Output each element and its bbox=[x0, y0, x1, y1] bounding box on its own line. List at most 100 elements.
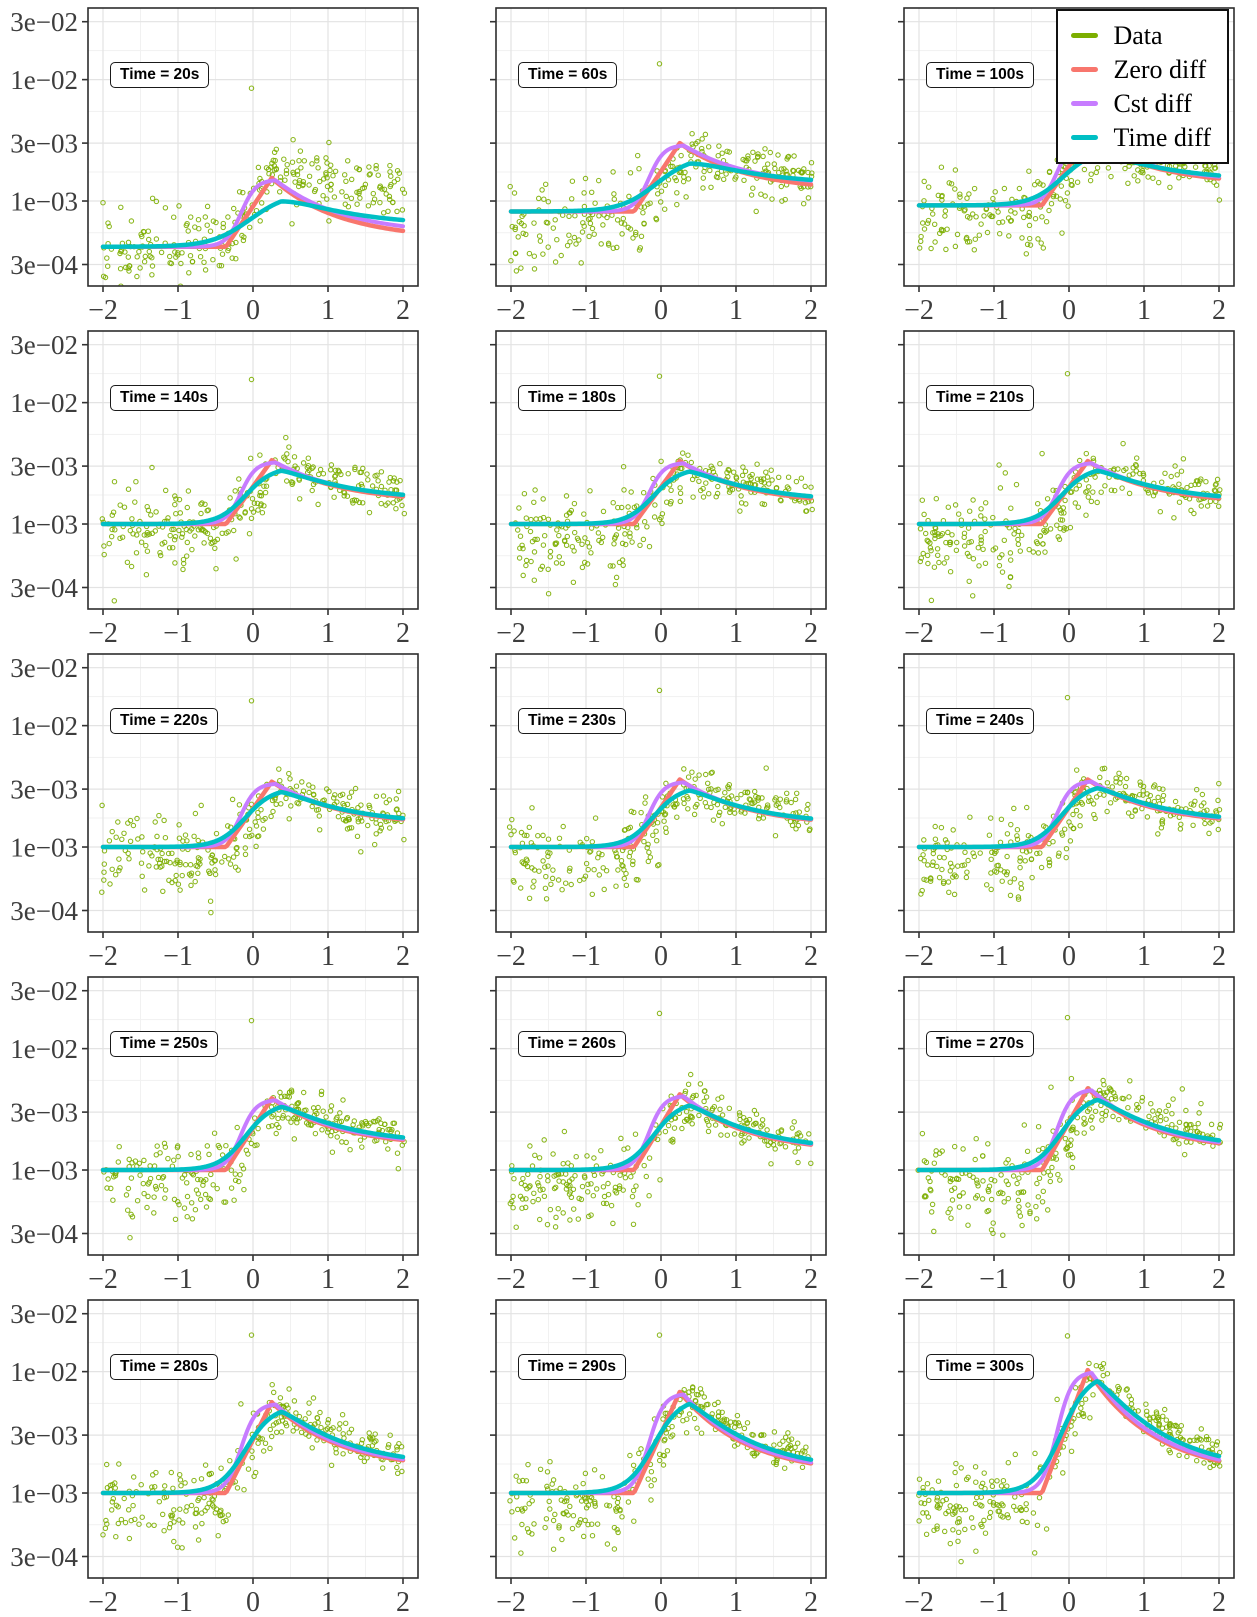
axis-ticks: −2 −1 0 1 2 bbox=[490, 989, 818, 1295]
data-point bbox=[540, 514, 547, 521]
data-point bbox=[1055, 534, 1061, 540]
data-point bbox=[354, 833, 361, 840]
data-point bbox=[984, 229, 991, 236]
data-point bbox=[619, 1514, 625, 1520]
data-point bbox=[196, 225, 202, 232]
data-point bbox=[1133, 455, 1140, 461]
data-point bbox=[952, 1469, 958, 1476]
data-point bbox=[563, 542, 570, 549]
data-point bbox=[920, 1484, 926, 1491]
data-point bbox=[1008, 821, 1014, 828]
x-tick-label: −1 bbox=[979, 1587, 1009, 1615]
data-point bbox=[1187, 1437, 1193, 1444]
data-point bbox=[781, 166, 787, 172]
data-point bbox=[372, 1431, 378, 1437]
data-point bbox=[552, 1224, 559, 1230]
data-point bbox=[934, 1502, 941, 1509]
data-point bbox=[235, 1178, 242, 1185]
data-point bbox=[685, 176, 692, 182]
data-point bbox=[194, 1176, 201, 1183]
data-point bbox=[325, 1416, 332, 1423]
data-point bbox=[628, 1173, 634, 1180]
data-point bbox=[996, 219, 1002, 226]
data-point bbox=[1000, 1514, 1006, 1520]
data-point bbox=[990, 547, 996, 553]
data-point bbox=[105, 1176, 111, 1182]
axis-ticks: −2 −1 0 1 2 bbox=[490, 1312, 818, 1617]
data-point bbox=[393, 796, 400, 802]
y-tick-label: 3e−04 bbox=[10, 250, 78, 280]
legend-item-zero-diff: Zero diff bbox=[1071, 55, 1211, 84]
outlier-point bbox=[1064, 1014, 1071, 1021]
data-point bbox=[303, 1431, 309, 1437]
data-point bbox=[180, 566, 186, 573]
data-point bbox=[669, 163, 676, 170]
data-point bbox=[512, 849, 519, 856]
data-point bbox=[1084, 1108, 1091, 1115]
data-point bbox=[931, 1228, 937, 1235]
data-point bbox=[708, 770, 714, 776]
data-point bbox=[999, 569, 1006, 575]
data-point bbox=[319, 1127, 325, 1133]
data-point bbox=[145, 1193, 151, 1200]
data-point bbox=[1043, 528, 1050, 534]
data-point bbox=[928, 1187, 934, 1194]
data-point bbox=[947, 1178, 954, 1185]
data-point bbox=[938, 824, 945, 831]
data-point bbox=[1144, 1412, 1150, 1418]
data-point bbox=[979, 1196, 986, 1202]
data-point bbox=[202, 1191, 209, 1198]
data-point bbox=[942, 213, 948, 219]
data-point bbox=[944, 554, 950, 561]
data-point bbox=[793, 790, 800, 797]
data-point bbox=[927, 878, 934, 884]
data-point bbox=[650, 832, 656, 839]
axis-ticks: −2 −1 0 1 2 bbox=[898, 666, 1226, 972]
data-point bbox=[1021, 1122, 1028, 1128]
data-point bbox=[1122, 165, 1128, 172]
data-point bbox=[1059, 230, 1065, 236]
data-point bbox=[1005, 1459, 1012, 1466]
y-tick-label: 1e−02 bbox=[10, 711, 78, 741]
data-point bbox=[1020, 1189, 1027, 1195]
data-point bbox=[257, 452, 263, 458]
data-point bbox=[545, 590, 552, 597]
data-point bbox=[1119, 485, 1125, 491]
data-point bbox=[674, 201, 680, 208]
data-point bbox=[320, 176, 327, 182]
data-point bbox=[610, 1220, 616, 1227]
facet-cell: −2 −1 0 1 2 Time = 300s bbox=[832, 1292, 1240, 1617]
data-point bbox=[572, 1172, 578, 1179]
data-point bbox=[924, 1480, 931, 1487]
data-point bbox=[237, 515, 243, 521]
data-point bbox=[644, 844, 650, 851]
data-point bbox=[162, 834, 169, 841]
data-point bbox=[194, 863, 201, 870]
x-tick-label: 1 bbox=[729, 941, 743, 969]
data-point bbox=[794, 1131, 801, 1137]
data-point bbox=[163, 858, 170, 865]
data-point bbox=[584, 1153, 590, 1159]
data-point bbox=[737, 1116, 743, 1123]
facet-label: Time = 300s bbox=[926, 1354, 1035, 1380]
data-point bbox=[947, 568, 954, 575]
data-point bbox=[717, 460, 723, 467]
data-point bbox=[195, 527, 202, 533]
data-point bbox=[1155, 179, 1162, 186]
data-point bbox=[792, 796, 799, 803]
data-point bbox=[531, 878, 537, 884]
data-point bbox=[328, 1462, 335, 1469]
data-point bbox=[521, 222, 527, 229]
data-point bbox=[180, 560, 187, 567]
data-point bbox=[988, 886, 994, 893]
data-point bbox=[507, 1200, 514, 1207]
data-point bbox=[101, 869, 107, 875]
data-point bbox=[799, 1448, 806, 1454]
data-point bbox=[619, 540, 626, 547]
data-point bbox=[1144, 814, 1151, 820]
data-point bbox=[1198, 1100, 1204, 1107]
data-point bbox=[777, 497, 784, 503]
facet-label: Time = 290s bbox=[518, 1354, 627, 1380]
data-point bbox=[545, 244, 551, 250]
data-point bbox=[191, 833, 197, 840]
